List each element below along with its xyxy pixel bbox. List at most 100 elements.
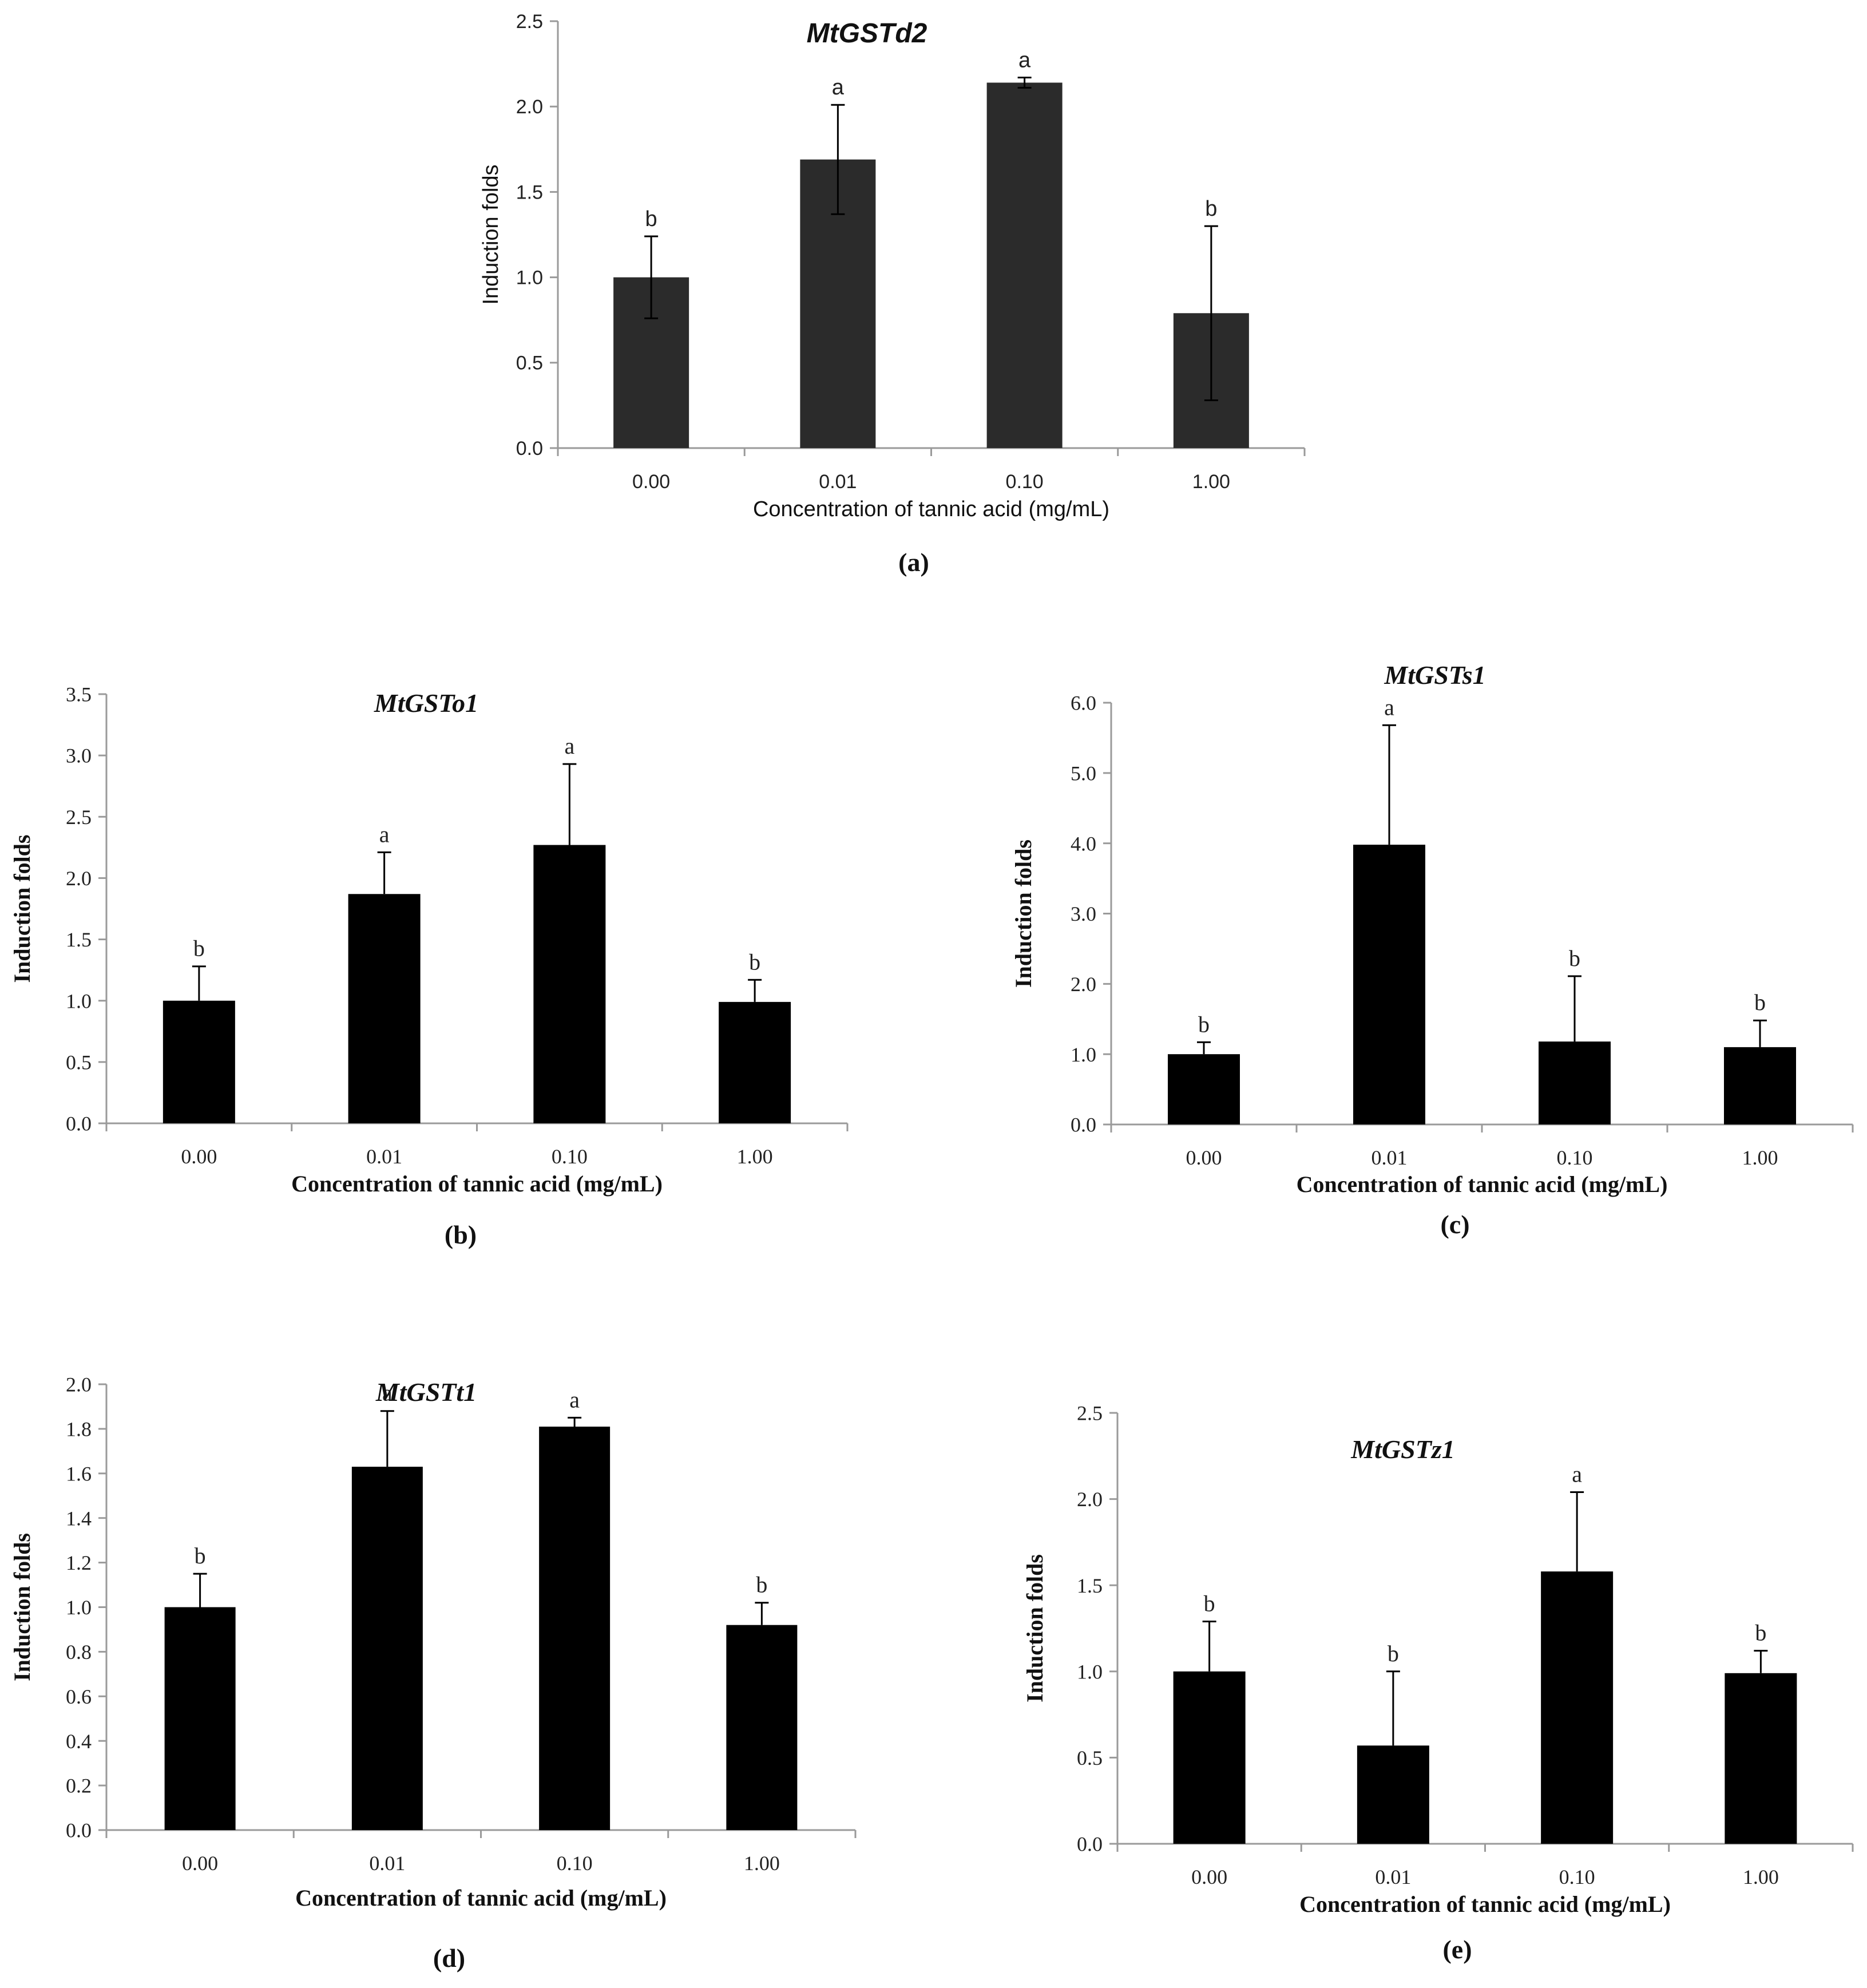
x-tick-label: 0.01 — [1375, 1866, 1411, 1888]
y-tick-label: 0.4 — [66, 1730, 92, 1753]
x-tick-label: 0.01 — [1371, 1146, 1408, 1169]
y-axis-title: Induction folds — [9, 835, 35, 983]
x-tick-label: 0.10 — [557, 1852, 593, 1875]
significance-letter: b — [195, 1543, 206, 1569]
chart-title: MtGSTd2 — [807, 18, 927, 49]
bar-c-2 — [1539, 1041, 1611, 1124]
panel-label: (b) — [445, 1220, 477, 1249]
bar-b-0 — [162, 1000, 235, 1123]
y-tick-label: 1.5 — [1077, 1574, 1103, 1597]
significance-letter: b — [1198, 1011, 1210, 1037]
x-axis-title: Concentration of tannic acid (mg/mL) — [1299, 1891, 1671, 1917]
y-tick-label: 2.0 — [1077, 1488, 1103, 1511]
significance-letter: a — [1018, 48, 1031, 72]
significance-letter: b — [1754, 989, 1766, 1015]
chart-title: MtGSTt1 — [375, 1377, 477, 1407]
x-tick-label: 0.10 — [1557, 1146, 1593, 1169]
y-tick-label: 2.0 — [66, 867, 92, 890]
x-tick-label: 1.00 — [1742, 1146, 1778, 1169]
y-tick-label: 0.0 — [66, 1112, 92, 1135]
y-tick-label: 1.0 — [1077, 1660, 1103, 1683]
significance-letter: b — [1569, 945, 1580, 971]
y-axis-title: Induction folds — [1022, 1554, 1048, 1702]
x-tick-label: 1.00 — [1192, 471, 1230, 493]
panel-label: (d) — [433, 1943, 465, 1973]
bar-c-3 — [1724, 1047, 1796, 1124]
chart-title: MtGSTz1 — [1350, 1435, 1454, 1464]
y-tick-label: 0.5 — [1077, 1747, 1103, 1769]
y-tick-label: 0.5 — [516, 353, 543, 374]
x-tick-label: 0.10 — [1559, 1866, 1595, 1888]
y-tick-label: 4.0 — [1071, 832, 1096, 855]
chart-title: MtGSTs1 — [1384, 660, 1485, 690]
y-axis-title: Induction folds — [1010, 839, 1036, 988]
x-axis-title: Concentration of tannic acid (mg/mL) — [291, 1171, 663, 1197]
bar-e-3 — [1725, 1673, 1797, 1844]
x-tick-label: 0.01 — [369, 1852, 405, 1875]
chart-panel-d: 0.0 0.2 0.4 0.6 0.8 1.0 1.2 1.4 1.6 1.8 2.0 b 0.00 a 0… — [9, 1373, 857, 1973]
y-tick-label: 3.5 — [66, 683, 92, 706]
x-axis-title: Concentration of tannic acid (mg/mL) — [295, 1885, 667, 1911]
chart-panel-b: 0.0 0.5 1.0 1.5 2.0 2.5 3.0 3.5 b 0.00 a 0.01 a 0.10 b… — [9, 683, 849, 1249]
y-tick-label: 1.0 — [1071, 1043, 1096, 1066]
y-tick-label: 3.0 — [1071, 902, 1096, 925]
significance-letter: a — [1384, 694, 1394, 720]
x-tick-label: 0.00 — [1186, 1146, 1222, 1169]
bar-e-0 — [1173, 1671, 1246, 1844]
x-tick-label: 1.00 — [737, 1145, 773, 1168]
significance-letter: b — [1388, 1641, 1399, 1666]
significance-letter: a — [1572, 1462, 1582, 1487]
x-tick-label: 0.01 — [366, 1145, 402, 1168]
chart-panel-e: 0.0 0.5 1.0 1.5 2.0 2.5 b 0.00 b 0.01 a 0.10 b 1.00 Mt… — [1022, 1402, 1854, 1964]
bar-e-2 — [1541, 1571, 1614, 1844]
y-tick-label: 0.8 — [66, 1641, 92, 1664]
chart-title: MtGSTo1 — [374, 688, 478, 718]
y-tick-label: 2.5 — [1077, 1402, 1103, 1425]
bar-b-2 — [533, 845, 606, 1123]
significance-letter: a — [564, 733, 574, 759]
y-tick-label: 2.5 — [516, 11, 543, 33]
y-tick-label: 0.0 — [1077, 1833, 1103, 1856]
significance-letter: b — [1755, 1620, 1766, 1646]
y-axis-title: Induction folds — [479, 164, 503, 304]
bar-a-2 — [986, 82, 1063, 448]
y-tick-label: 2.0 — [66, 1373, 92, 1396]
x-axis-title: Concentration of tannic acid (mg/mL) — [1297, 1171, 1668, 1197]
y-tick-label: 1.0 — [516, 267, 543, 289]
significance-letter: a — [832, 76, 845, 100]
x-tick-label: 0.00 — [632, 471, 670, 493]
significance-letter: b — [756, 1572, 767, 1598]
y-tick-label: 1.6 — [66, 1462, 92, 1485]
significance-letter: b — [1205, 197, 1217, 221]
chart-panel-a: 0.0 0.5 1.0 1.5 2.0 2.5 b 0.00 a 0.01 a 0.10 b 1.00 Mt… — [479, 11, 1306, 577]
x-tick-label: 1.00 — [1743, 1866, 1779, 1888]
bar-d-1 — [351, 1467, 423, 1830]
y-tick-label: 1.5 — [516, 181, 543, 203]
bar-d-2 — [539, 1427, 611, 1830]
y-tick-label: 0.5 — [66, 1051, 92, 1074]
y-tick-label: 1.0 — [66, 989, 92, 1012]
bar-b-1 — [348, 894, 421, 1123]
y-tick-label: 0.0 — [516, 438, 543, 460]
bar-b-3 — [719, 1001, 791, 1123]
y-tick-label: 0.0 — [1071, 1114, 1096, 1136]
bar-c-1 — [1353, 845, 1425, 1124]
chart-panel-c: 0.0 1.0 2.0 3.0 4.0 5.0 6.0 b 0.00 a 0.01 b 0.10 b 1.0… — [1010, 660, 1854, 1239]
bar-d-0 — [164, 1607, 236, 1830]
x-tick-label: 0.10 — [552, 1145, 588, 1168]
y-tick-label: 0.2 — [66, 1775, 92, 1797]
significance-letter: b — [193, 936, 205, 961]
y-tick-label: 1.0 — [66, 1596, 92, 1619]
y-tick-label: 3.0 — [66, 744, 92, 767]
y-tick-label: 5.0 — [1071, 762, 1096, 785]
significance-letter: b — [1204, 1590, 1215, 1616]
bar-c-0 — [1168, 1054, 1240, 1124]
y-tick-label: 1.4 — [66, 1507, 92, 1530]
x-tick-label: 0.10 — [1006, 471, 1044, 493]
y-tick-label: 6.0 — [1071, 692, 1096, 715]
significance-letter: b — [645, 207, 657, 231]
panel-label: (c) — [1440, 1210, 1469, 1239]
y-tick-label: 1.5 — [66, 928, 92, 951]
y-tick-label: 2.0 — [1071, 973, 1096, 996]
